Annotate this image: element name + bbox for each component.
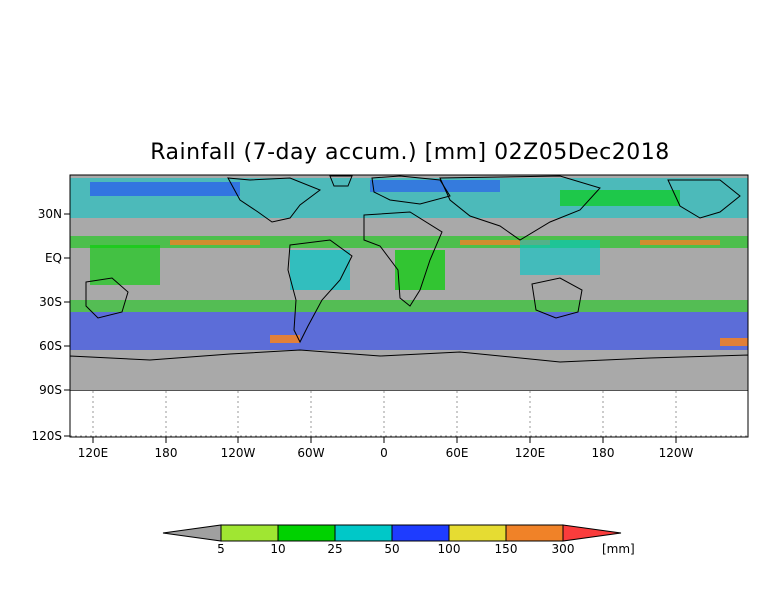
australia-outline	[531, 277, 583, 319]
rain-patch	[290, 250, 350, 290]
y-tick-label: 30S	[39, 295, 62, 309]
rain-patch	[560, 190, 680, 206]
x-tick-label: 180	[592, 446, 615, 460]
colorbar: 5 10 25 50 100 150 300 [mm]	[162, 524, 635, 556]
colorbar-segment	[220, 524, 279, 542]
rain-patch	[70, 300, 748, 312]
rain-patch	[720, 338, 748, 346]
x-tick-label: 120E	[515, 446, 546, 460]
y-tick-label: 30N	[38, 207, 62, 221]
map-frame	[69, 174, 749, 438]
x-tick-label: 0	[380, 446, 388, 460]
north-america-east-outline	[667, 179, 741, 219]
x-tick-label: 120W	[659, 446, 694, 460]
x-axis: 120E 180 120W 60W 0 60E 120E 180 120W	[78, 437, 694, 460]
europe-outline	[371, 175, 451, 205]
rain-patch	[640, 240, 720, 245]
colorbar-tick-label: 5	[217, 542, 225, 556]
x-tick-label: 120E	[78, 446, 109, 460]
colorbar-tick-label: 150	[495, 542, 518, 556]
north-america-outline	[227, 177, 322, 223]
colorbar-segment	[505, 524, 564, 542]
south-america-outline	[287, 239, 353, 344]
rain-patch	[520, 240, 600, 275]
rain-patch	[90, 245, 160, 285]
colorbar-tick-label: 25	[327, 542, 342, 556]
below-pole-area	[70, 391, 748, 437]
rain-patch	[370, 180, 500, 192]
colorbar-segment	[391, 524, 450, 542]
rain-patch	[170, 240, 260, 245]
x-tick-label: 180	[155, 446, 178, 460]
colorbar-tick-label: 300	[552, 542, 575, 556]
y-tick-label: EQ	[45, 251, 62, 265]
colorbar-unit-label: [mm]	[602, 542, 635, 556]
grid-lines	[70, 391, 748, 437]
y-tick-label: 120S	[31, 429, 62, 443]
colorbar-lower-arrow	[162, 524, 222, 542]
rain-patch	[460, 240, 550, 245]
africa-outline	[363, 211, 443, 307]
colorbar-segment	[334, 524, 393, 542]
y-tick-label: 60S	[39, 339, 62, 353]
colorbar-segment	[448, 524, 507, 542]
colorbar-tick-label: 100	[438, 542, 461, 556]
map-title: Rainfall (7-day accum.) [mm] 02Z05Dec201…	[150, 140, 670, 165]
colorbar-tick-label: 50	[384, 542, 399, 556]
colorbar-segment	[277, 524, 336, 542]
y-tick-label: 90S	[39, 383, 62, 397]
y-axis: 30N EQ 30S 60S 90S 120S	[31, 207, 70, 443]
rain-patch	[90, 182, 240, 196]
colorbar-upper-arrow	[562, 524, 622, 542]
asia-outline	[439, 175, 601, 241]
australia-west-outline	[85, 277, 129, 319]
rain-patch	[270, 335, 300, 343]
colorbar-tick-label: 10	[270, 542, 285, 556]
rain-band-south	[70, 312, 748, 350]
rain-bands	[70, 178, 748, 350]
x-tick-label: 60E	[446, 446, 469, 460]
map-panel	[69, 174, 749, 438]
greenland-outline	[329, 175, 353, 187]
x-tick-label: 120W	[221, 446, 256, 460]
x-tick-label: 60W	[297, 446, 324, 460]
rain-patch	[395, 250, 445, 290]
